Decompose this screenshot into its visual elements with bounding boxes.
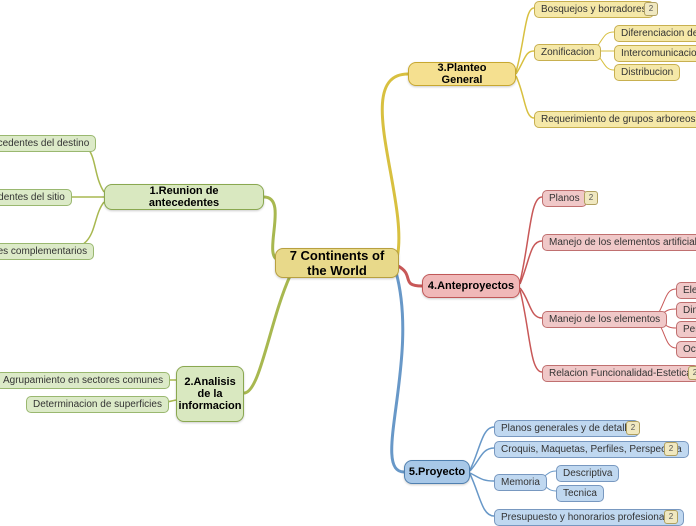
- count-badge: 2: [644, 2, 658, 16]
- leaf-label: Elecci: [683, 285, 696, 296]
- center-node[interactable]: 7 Continents of the World: [275, 248, 399, 278]
- leaf-node[interactable]: Planos: [542, 190, 587, 207]
- leaf-label: Agrupamiento en sectores comunes: [3, 375, 163, 386]
- node-label: 4.Anteproyectos: [428, 280, 514, 292]
- connector-line: [382, 74, 408, 258]
- leaf-node[interactable]: Presupuesto y honorarios profesionales: [494, 509, 684, 526]
- count-badge: 2: [688, 366, 696, 380]
- connector-line: [470, 448, 494, 471]
- leaf-node[interactable]: Determinacion de superficies: [26, 396, 169, 413]
- leaf-label: Determinacion de superficies: [33, 399, 162, 410]
- connector-line: [244, 276, 290, 393]
- node-label: 5.Proyecto: [409, 466, 465, 478]
- main-node-n5[interactable]: 5.Proyecto: [404, 460, 470, 484]
- leaf-node[interactable]: Antecedentes del destino: [0, 135, 96, 152]
- leaf-label: Dimen: [683, 305, 696, 316]
- leaf-node[interactable]: Manejo de los elementos: [542, 311, 667, 328]
- connector-line: [520, 288, 542, 318]
- leaf-label: Croquis, Maquetas, Perfiles, Perspectiva: [501, 444, 682, 455]
- main-node-n1[interactable]: 1.Reunion de antecedentes: [104, 184, 264, 210]
- leaf-node[interactable]: Zonificacion: [534, 44, 601, 61]
- leaf-label: Distribucion: [621, 67, 673, 78]
- connector-line: [470, 427, 494, 470]
- leaf-node[interactable]: Diferenciacion de grande: [614, 25, 696, 42]
- connector-line: [398, 266, 422, 286]
- connector-line: [516, 8, 534, 72]
- leaf-node[interactable]: Planos generales y de detalle: [494, 420, 639, 437]
- leaf-node[interactable]: Antecedentes del sitio: [0, 189, 72, 206]
- connector-line: [392, 272, 404, 472]
- leaf-label: Descriptiva: [563, 468, 612, 479]
- leaf-node[interactable]: Descriptiva: [556, 465, 619, 482]
- leaf-label: Manejo de los elementos artificiales: [549, 237, 696, 248]
- main-node-n3[interactable]: 3.Planteo General: [408, 62, 516, 86]
- leaf-label: Planos generales y de detalle: [501, 423, 632, 434]
- leaf-label: Planos: [549, 193, 580, 204]
- leaf-label: Perspe: [683, 324, 696, 335]
- leaf-label: Presupuesto y honorarios profesionales: [501, 512, 677, 523]
- leaf-node[interactable]: Elecci: [676, 282, 696, 299]
- center-label: 7 Continents of the World: [284, 248, 390, 278]
- connector-line: [516, 76, 534, 118]
- count-badge: 2: [664, 510, 678, 524]
- leaf-label: Requerimiento de grupos arboreos: [541, 114, 696, 125]
- leaf-node[interactable]: Relacion Funcionalidad-Estetica: [542, 365, 696, 382]
- leaf-label: Bosquejos y borradores: [541, 4, 647, 15]
- leaf-node[interactable]: Manejo de los elementos artificiales: [542, 234, 696, 251]
- leaf-label: Antecedentes del destino: [0, 138, 89, 149]
- node-label: 1.Reunion de antecedentes: [113, 185, 255, 209]
- leaf-label: Tecnica: [563, 488, 597, 499]
- connector-line: [470, 473, 494, 481]
- leaf-label: Memoria: [501, 477, 540, 488]
- connector-line: [520, 241, 542, 284]
- count-badge: 2: [584, 191, 598, 205]
- node-label: 3.Planteo General: [417, 62, 507, 86]
- node-label: 2.Analisis de la informacion: [179, 376, 242, 412]
- leaf-label: Diferenciacion de grande: [621, 28, 696, 39]
- connector-line: [520, 197, 542, 282]
- leaf-label: Relacion Funcionalidad-Estetica: [549, 368, 692, 379]
- main-node-n2[interactable]: 2.Analisis de la informacion: [176, 366, 244, 422]
- count-badge: 2: [664, 442, 678, 456]
- leaf-node[interactable]: Tecnica: [556, 485, 604, 502]
- leaf-node[interactable]: Dimen: [676, 302, 696, 319]
- connector-line: [470, 474, 494, 516]
- connector-line: [516, 51, 534, 74]
- leaf-node[interactable]: Agrupamiento en sectores comunes: [0, 372, 170, 389]
- leaf-node[interactable]: Oculta: [676, 341, 696, 358]
- connector-line: [520, 290, 542, 372]
- leaf-label: Oculta: [683, 344, 696, 355]
- leaf-node[interactable]: Croquis, Maquetas, Perfiles, Perspectiva: [494, 441, 689, 458]
- leaf-node[interactable]: Requerimiento de grupos arboreos: [534, 111, 696, 128]
- leaf-label: Antecedentes del sitio: [0, 192, 65, 203]
- leaf-node[interactable]: Intercomunicacion: [614, 45, 696, 62]
- leaf-node[interactable]: Perspe: [676, 321, 696, 338]
- leaf-node[interactable]: Memoria: [494, 474, 547, 491]
- leaf-label: Zonificacion: [541, 47, 594, 58]
- leaf-label: Antecedentes complementarios: [0, 246, 87, 257]
- leaf-label: Manejo de los elementos: [549, 314, 660, 325]
- leaf-node[interactable]: Antecedentes complementarios: [0, 243, 94, 260]
- leaf-node[interactable]: Bosquejos y borradores: [534, 1, 654, 18]
- main-node-n4[interactable]: 4.Anteproyectos: [422, 274, 520, 298]
- count-badge: 2: [626, 421, 640, 435]
- leaf-node[interactable]: Distribucion: [614, 64, 680, 81]
- leaf-label: Intercomunicacion: [621, 48, 696, 59]
